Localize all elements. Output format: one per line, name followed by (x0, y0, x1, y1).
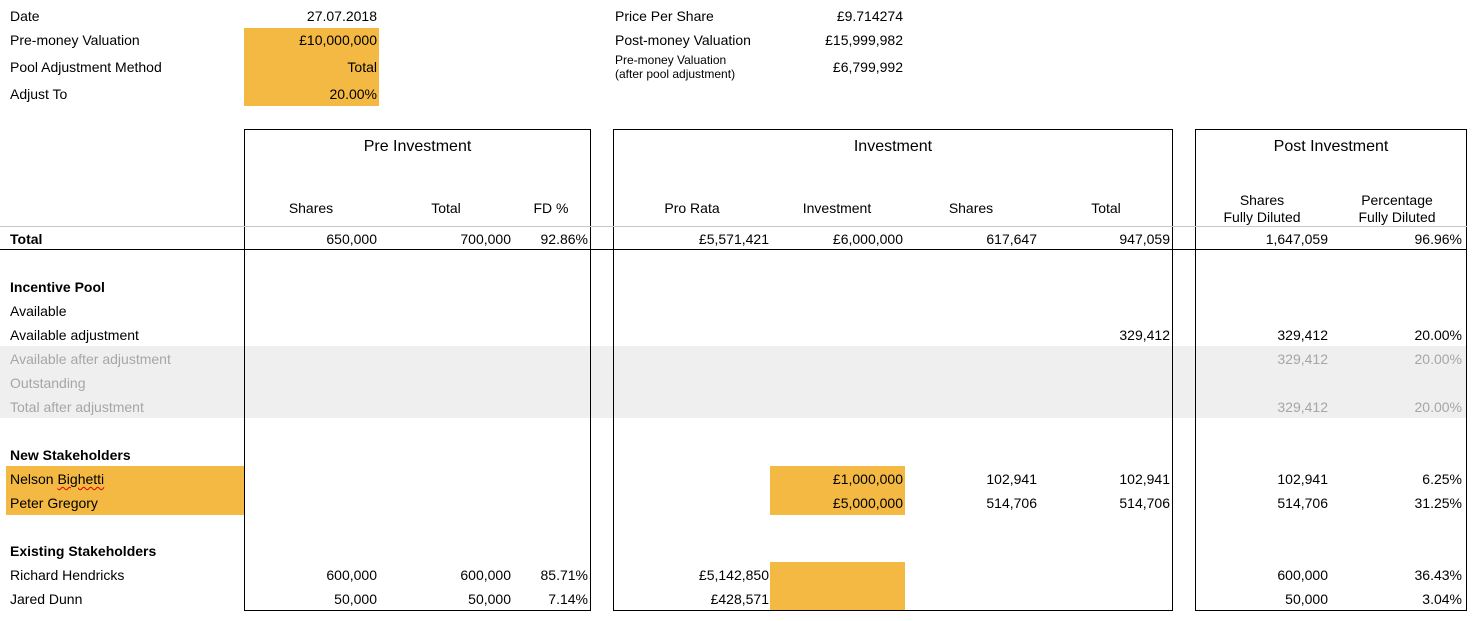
postmoney-label: Post-money Valuation (615, 32, 751, 48)
new-stakeholder-investment-input[interactable]: £1,000,000 (832, 471, 903, 487)
existing-investment-input-bg (770, 562, 905, 610)
total-after-post-shares: 329,412 (1277, 399, 1328, 415)
header-post-shares-2: Fully Diluted (1223, 209, 1301, 225)
price-per-share-value: £9.714274 (836, 8, 903, 24)
total-post-pct: 96.96% (1414, 231, 1462, 247)
existing-post-pct: 3.04% (1422, 591, 1462, 607)
pool-method-input[interactable]: Total (347, 59, 377, 75)
available-adj-post-shares: 329,412 (1277, 327, 1328, 343)
existing-pre-total: 600,000 (460, 567, 511, 583)
price-per-share-label: Price Per Share (615, 8, 714, 24)
new-stakeholder-name[interactable]: Nelson Bighetti (10, 471, 105, 487)
header-pre-fd: FD % (533, 200, 569, 216)
incentive-pool-title: Incentive Pool (10, 279, 105, 295)
outstanding-label: Outstanding (10, 375, 86, 391)
total-row-bottom-line (0, 249, 1467, 250)
new-stakeholder-shares: 514,706 (986, 495, 1037, 511)
date-label: Date (10, 8, 40, 24)
total-post-shares: 1,647,059 (1265, 231, 1328, 247)
date-value[interactable]: 27.07.2018 (306, 8, 377, 24)
header-inv-total: Total (1091, 200, 1121, 216)
new-stakeholder-name[interactable]: Peter Gregory (10, 495, 98, 511)
total-pre-shares: 650,000 (326, 231, 377, 247)
after-adj-post-shares: 329,412 (1277, 351, 1328, 367)
header-pre-total: Total (431, 200, 461, 216)
premoney-input-bg (244, 28, 379, 106)
total-after-adj-label: Total after adjustment (10, 399, 144, 415)
new-stakeholder-post-shares: 102,941 (1277, 471, 1328, 487)
existing-prorata: £428,571 (710, 591, 769, 607)
new-stakeholder-post-shares: 514,706 (1277, 495, 1328, 511)
spellcheck-word: Bighetti (57, 471, 105, 487)
existing-post-pct: 36.43% (1414, 567, 1462, 583)
postmoney-value: £15,999,982 (825, 32, 903, 48)
header-post-pct-1: Percentage (1361, 192, 1433, 208)
pre-investment-box (244, 129, 591, 611)
pool-method-label: Pool Adjustment Method (10, 59, 162, 75)
total-label: Total (10, 231, 43, 247)
total-inv-total: 947,059 (1119, 231, 1170, 247)
total-row-top-line (0, 226, 1467, 227)
adjust-to-label: Adjust To (10, 86, 68, 102)
pre-investment-title: Pre Investment (363, 138, 472, 155)
existing-prorata: £5,142,850 (698, 567, 769, 583)
header-inv-shares: Shares (948, 200, 994, 216)
total-pre-total: 700,000 (460, 231, 511, 247)
existing-stakeholders-title: Existing Stakeholders (10, 543, 157, 559)
header-pre-shares: Shares (288, 200, 334, 216)
investment-title: Investment (853, 138, 933, 155)
total-inv-shares: 617,647 (986, 231, 1037, 247)
existing-stakeholder-name[interactable]: Richard Hendricks (10, 567, 125, 583)
existing-pre-shares: 50,000 (334, 591, 377, 607)
after-adj-post-pct: 20.00% (1414, 351, 1462, 367)
total-pre-fd: 92.86% (540, 231, 588, 247)
premoney-input[interactable]: £10,000,000 (299, 32, 377, 48)
incentive-available-adj-label: Available adjustment (10, 327, 139, 343)
header-post-shares-1: Shares (1239, 192, 1285, 208)
incentive-available-label: Available (10, 303, 67, 319)
total-after-post-pct: 20.00% (1414, 399, 1462, 415)
existing-pre-fd: 7.14% (548, 591, 588, 607)
available-adj-inv-total: 329,412 (1119, 327, 1170, 343)
new-stakeholder-name-bg (6, 466, 244, 515)
premoney-label: Pre-money Valuation (10, 32, 140, 48)
existing-pre-fd: 85.71% (540, 567, 588, 583)
existing-pre-total: 50,000 (468, 591, 511, 607)
existing-post-shares: 600,000 (1277, 567, 1328, 583)
post-investment-title: Post Investment (1273, 138, 1389, 155)
premoney-after-value: £6,799,992 (832, 59, 903, 75)
new-stakeholder-total: 102,941 (1119, 471, 1170, 487)
header-post-pct-2: Fully Diluted (1358, 209, 1436, 225)
new-stakeholder-post-pct: 6.25% (1422, 471, 1462, 487)
header-inv-prorata: Pro Rata (664, 200, 720, 216)
header-inv-investment: Investment (802, 200, 872, 216)
total-inv-prorata: £5,571,421 (698, 231, 769, 247)
new-stakeholder-post-pct: 31.25% (1414, 495, 1462, 511)
new-investment-input-bg (770, 466, 905, 515)
post-investment-box (1195, 129, 1467, 611)
premoney-after-label-1: Pre-money Valuation (615, 53, 727, 67)
existing-pre-shares: 600,000 (326, 567, 377, 583)
new-stakeholder-investment-input[interactable]: £5,000,000 (832, 495, 903, 511)
investment-box (613, 129, 1173, 611)
premoney-after-label-2: (after pool adjustment) (615, 67, 736, 81)
total-inv-investment: £6,000,000 (832, 231, 903, 247)
new-stakeholders-title: New Stakeholders (10, 447, 131, 463)
available-adj-post-pct: 20.00% (1414, 327, 1462, 343)
existing-stakeholder-name[interactable]: Jared Dunn (10, 591, 83, 607)
existing-post-shares: 50,000 (1285, 591, 1328, 607)
new-stakeholder-total: 514,706 (1119, 495, 1170, 511)
after-adj-label: Available after adjustment (10, 351, 171, 367)
adjust-to-input[interactable]: 20.00% (329, 86, 377, 102)
new-stakeholder-shares: 102,941 (986, 471, 1037, 487)
